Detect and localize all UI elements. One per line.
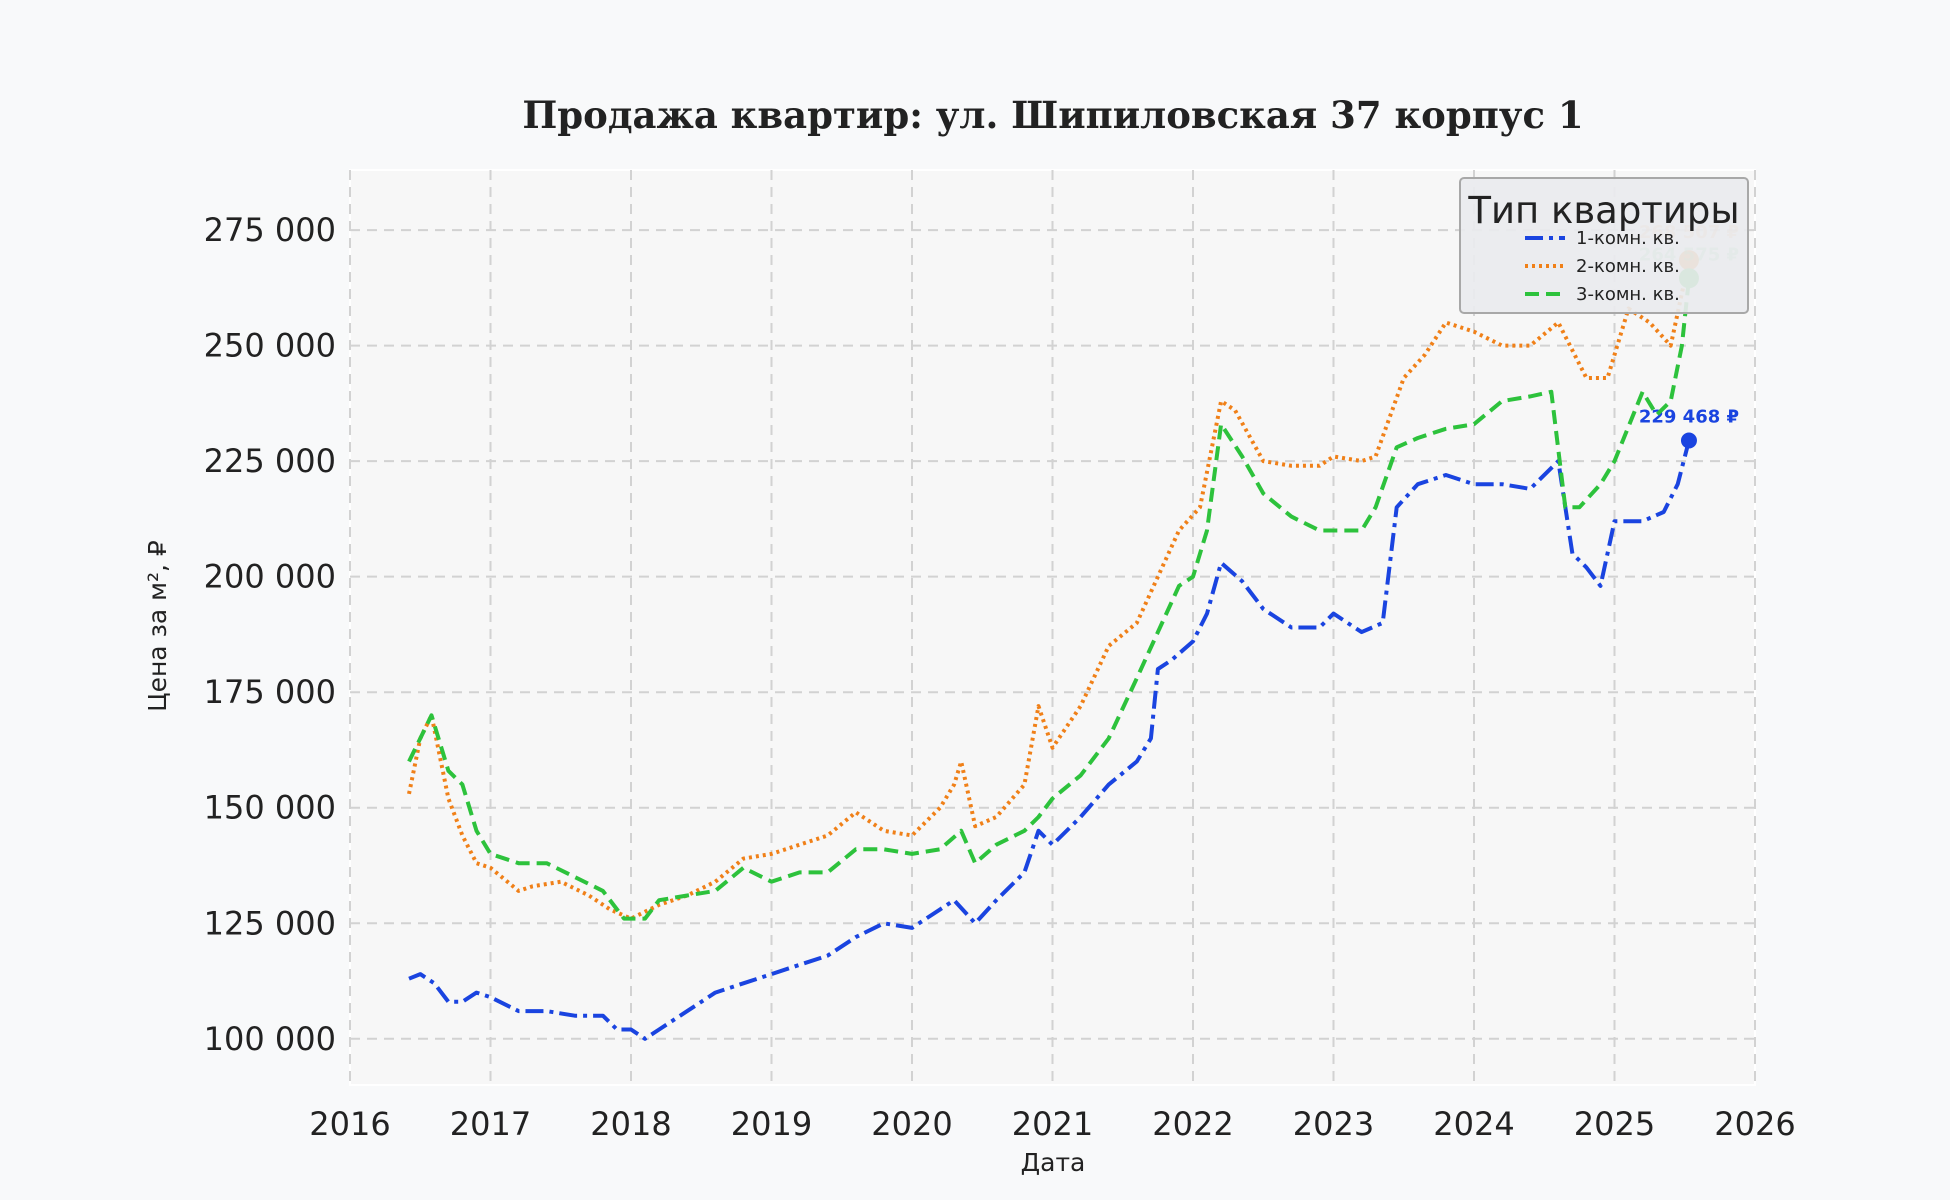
tick-labels: 2016 2017 2018 2019 2020 2021 2022 2023 2024 2025… — [204, 211, 1796, 1143]
series-end-label-1: 229 468 ₽ — [1639, 406, 1739, 427]
y-tick-label: 250 000 — [204, 327, 336, 365]
legend-label-3: 3-комн. кв. — [1576, 284, 1680, 305]
y-tick-label: 125 000 — [204, 904, 336, 942]
series-line-1 — [408, 439, 1691, 1041]
y-tick-label: 175 000 — [204, 673, 336, 711]
x-tick-label: 2025 — [1574, 1105, 1655, 1143]
x-tick-label: 2021 — [1012, 1105, 1093, 1143]
legend-box — [1459, 177, 1749, 314]
y-tick-label: 225 000 — [204, 442, 336, 480]
x-tick-label: 2017 — [450, 1105, 531, 1143]
y-tick-label: 275 000 — [204, 211, 336, 249]
x-tick-label: 2022 — [1152, 1105, 1233, 1143]
legend-title: Тип квартиры — [1467, 189, 1739, 232]
plot-area — [349, 169, 1756, 1086]
x-tick-label: 2026 — [1714, 1105, 1795, 1143]
x-tick-label: 2024 — [1433, 1105, 1514, 1143]
x-tick-label: 2016 — [309, 1105, 390, 1143]
legend-label-1: 1-комн. кв. — [1576, 228, 1680, 249]
x-tick-label: 2018 — [590, 1105, 671, 1143]
x-tick-label: 2019 — [731, 1105, 812, 1143]
series-line-3 — [407, 278, 1691, 921]
grid — [349, 170, 1756, 1085]
series-line-2 — [407, 259, 1691, 921]
chart-title: Продажа квартир: ул. Шипиловская 37 корп… — [522, 93, 1583, 137]
x-tick-label: 2020 — [871, 1105, 952, 1143]
y-tick-label: 100 000 — [204, 1020, 336, 1058]
x-tick-label: 2023 — [1293, 1105, 1374, 1143]
series-end-point-1 — [1680, 432, 1697, 449]
y-tick-label: 200 000 — [204, 558, 336, 596]
y-tick-label: 150 000 — [204, 789, 336, 827]
x-axis-label: Дата — [1021, 1148, 1086, 1177]
legend-label-2: 2-комн. кв. — [1576, 256, 1680, 277]
y-axis-label: Цена за м², ₽ — [143, 540, 172, 712]
